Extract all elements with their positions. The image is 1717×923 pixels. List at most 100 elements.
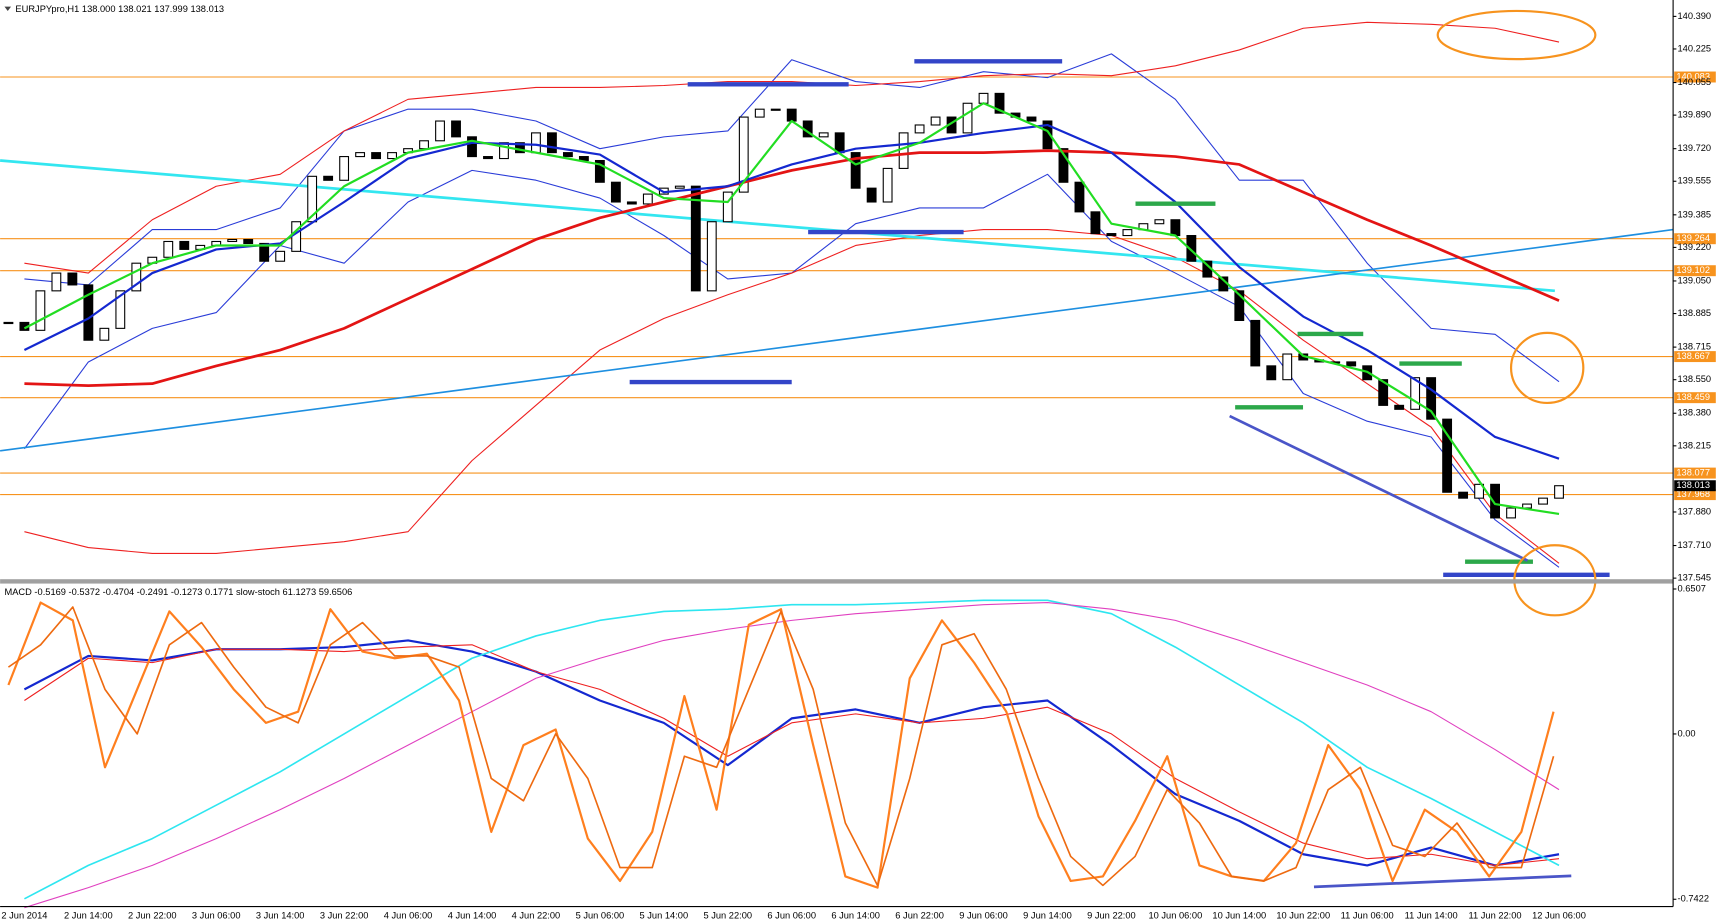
x-tick-label: 5 Jun 14:00: [640, 910, 689, 920]
x-tick-label: 5 Jun 06:00: [576, 910, 625, 920]
macd-line: [24, 644, 1560, 866]
candle: [179, 240, 190, 250]
candle: [131, 262, 142, 292]
x-tick-label: 10 Jun 22:00: [1276, 910, 1330, 920]
level-label: 139.264: [1676, 233, 1710, 243]
candle: [419, 140, 429, 150]
candle: [1154, 219, 1165, 225]
candle: [259, 242, 270, 262]
y-tick-label: 140.055: [1677, 77, 1711, 87]
candle: [483, 156, 493, 160]
y-tick-label: 139.555: [1677, 176, 1711, 186]
candle: [387, 152, 397, 160]
candle: [371, 152, 382, 160]
candle: [1506, 507, 1516, 519]
level-label-box: [1674, 351, 1716, 363]
level-label-box: [1674, 489, 1716, 501]
candle: [1378, 379, 1389, 406]
candle: [706, 221, 717, 292]
candle: [547, 132, 557, 154]
x-tick-label: 10 Jun 14:00: [1212, 910, 1266, 920]
y-tick-label: 0.00: [1677, 728, 1695, 738]
level-label-box: [1674, 467, 1716, 479]
highlight-ellipse: [1509, 331, 1585, 405]
y-tick-label: 138.215: [1677, 440, 1711, 450]
x-tick-label: 3 Jun 22:00: [320, 910, 369, 920]
candle: [754, 108, 765, 118]
candle: [227, 238, 238, 243]
indicator-line: [24, 21, 1560, 274]
macd-layer: [7, 599, 1560, 909]
candle: [275, 250, 286, 262]
current-price-box: [1674, 480, 1716, 492]
candle: [562, 152, 573, 158]
candle: [898, 132, 909, 169]
level-label: 140.083: [1676, 71, 1710, 81]
trend-line: [0, 228, 1674, 452]
y-tick-label: 137.710: [1677, 540, 1711, 550]
candle: [1426, 377, 1437, 420]
macd-line: [24, 599, 1560, 900]
x-tick-label: 4 Jun 22:00: [512, 910, 561, 920]
candle: [1074, 181, 1085, 213]
candle: [1042, 120, 1053, 150]
menu-icon: [4, 6, 12, 11]
candle: [1266, 365, 1277, 381]
trend-line: [0, 159, 1555, 293]
candle: [467, 136, 477, 158]
x-tick-label: 11 Jun 22:00: [1469, 910, 1522, 920]
macd-title: MACD -0.5169 -0.5372 -0.4704 -0.2491 -0.…: [4, 587, 352, 597]
x-tick-label: 6 Jun 14:00: [831, 910, 880, 920]
candle: [1234, 290, 1245, 322]
x-tick-label: 10 Jun 06:00: [1148, 910, 1202, 920]
candle: [163, 240, 174, 258]
x-tick-label: 11 Jun 06:00: [1341, 910, 1394, 920]
y-tick-label: -0.7422: [1677, 894, 1709, 904]
indicator-line: [24, 229, 1560, 564]
y-tick-label: 139.050: [1677, 275, 1711, 285]
candle: [339, 156, 350, 181]
y-tick-label: 138.885: [1677, 308, 1711, 318]
y-tick-label: 138.715: [1677, 342, 1711, 352]
indicator-line: [24, 53, 1560, 383]
band-layer: [0, 21, 1674, 568]
candle: [1538, 497, 1548, 505]
candle: [323, 175, 334, 181]
drawn-trend: [1229, 414, 1529, 562]
candle: [531, 132, 541, 154]
candle: [594, 159, 605, 183]
candle: [914, 124, 925, 134]
candle: [1106, 233, 1117, 237]
y-tick-label: 137.880: [1677, 506, 1711, 516]
x-tick-label: 5 Jun 22:00: [703, 910, 752, 920]
candle: [83, 284, 94, 341]
candle: [1490, 483, 1501, 519]
candle: [1170, 219, 1181, 237]
candle: [674, 185, 685, 189]
x-tick-label: 3 Jun 06:00: [192, 910, 241, 920]
candle: [1186, 235, 1197, 262]
x-tick-label: 9 Jun 06:00: [959, 910, 1008, 920]
y-tick-label: 140.225: [1677, 43, 1711, 53]
y-tick-label: 138.550: [1677, 374, 1711, 384]
candle: [994, 92, 1005, 114]
annotations: [629, 9, 1610, 889]
candle: [35, 290, 46, 331]
x-tick-label: 4 Jun 06:00: [384, 910, 433, 920]
x-tick-label: 9 Jun 22:00: [1087, 910, 1136, 920]
candle: [1122, 229, 1133, 237]
macd-line: [24, 601, 1560, 909]
y-tick-label: 140.390: [1677, 11, 1711, 21]
x-tick-label: 11 Jun 14:00: [1405, 910, 1458, 920]
candle: [770, 108, 781, 111]
candle: [978, 92, 989, 104]
level-label-box: [1674, 233, 1716, 245]
candle: [3, 321, 14, 325]
candle: [818, 132, 829, 138]
candle: [1282, 353, 1293, 381]
y-tick-label: 139.385: [1677, 209, 1711, 219]
candle: [930, 116, 941, 126]
level-label: 139.102: [1676, 265, 1710, 275]
